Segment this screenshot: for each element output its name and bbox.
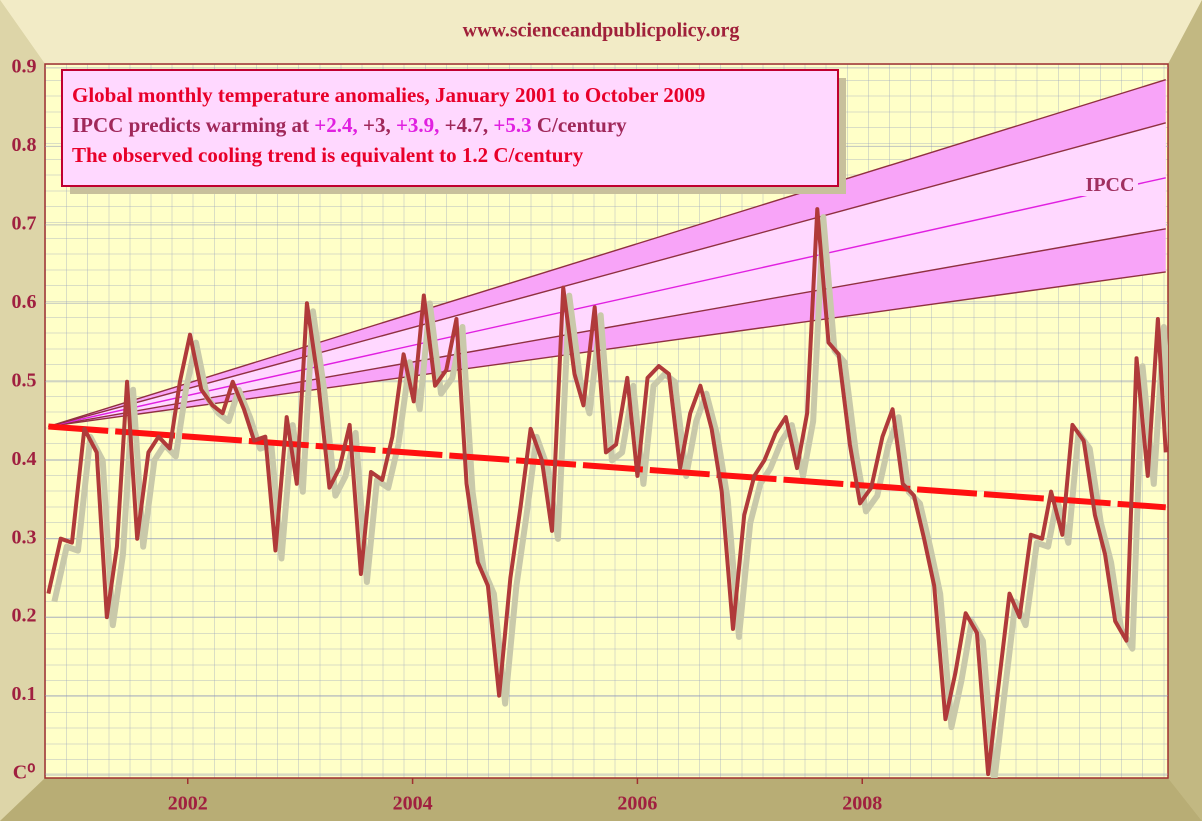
x-tick-label: 2004 <box>393 793 433 815</box>
y-tick-label: 0.6 <box>12 291 37 313</box>
line-shadow <box>51 214 1168 778</box>
title-part: +5.3 <box>488 113 531 137</box>
frame-bottom <box>0 778 1202 821</box>
title-line: Global monthly temperature anomalies, Ja… <box>72 83 705 107</box>
title-box <box>61 69 839 187</box>
y-tick-label: 0.7 <box>12 212 37 234</box>
title-part: C/century <box>532 113 628 137</box>
y-tick-label: 0.4 <box>12 448 37 470</box>
y-tick-label: 0.2 <box>12 605 37 627</box>
frame-left <box>0 0 45 821</box>
title-part: +2.4, <box>314 113 357 137</box>
y-tick-label: 0.8 <box>12 134 37 156</box>
x-tick-label: 2006 <box>617 793 657 815</box>
trend-line <box>48 423 1166 511</box>
header: www.scienceandpublicpolicy.org <box>463 20 740 42</box>
title-part: +3, <box>358 113 391 137</box>
line <box>46 207 1168 777</box>
x-tick-label: 2008 <box>842 793 882 815</box>
title-part: +3.9, <box>391 113 440 137</box>
title-part: +4.7, <box>439 113 488 137</box>
frame-top <box>0 0 1202 64</box>
ipcc-label: IPCC <box>1086 174 1135 196</box>
y-tick-label: 0.3 <box>12 526 37 548</box>
y-tick-label: C⁰ <box>13 762 35 784</box>
ipcc-line <box>48 79 1166 428</box>
y-tick-label: 0.9 <box>12 56 37 78</box>
title-line: IPCC predicts warming at +2.4, +3, +3.9,… <box>72 113 627 137</box>
y-tick-label: 0.5 <box>12 369 37 391</box>
ipcc-line <box>48 122 1166 428</box>
frame-right <box>1168 0 1202 821</box>
plot: IPCC <box>45 67 1168 778</box>
overlay: Global monthly temperature anomalies, Ja… <box>61 69 846 194</box>
x-tick-label: 2002 <box>168 793 208 815</box>
title-line: The observed cooling trend is equivalent… <box>72 143 584 167</box>
y-tick-label: 0.1 <box>12 683 37 705</box>
title-part: IPCC predicts warming at <box>72 113 314 137</box>
